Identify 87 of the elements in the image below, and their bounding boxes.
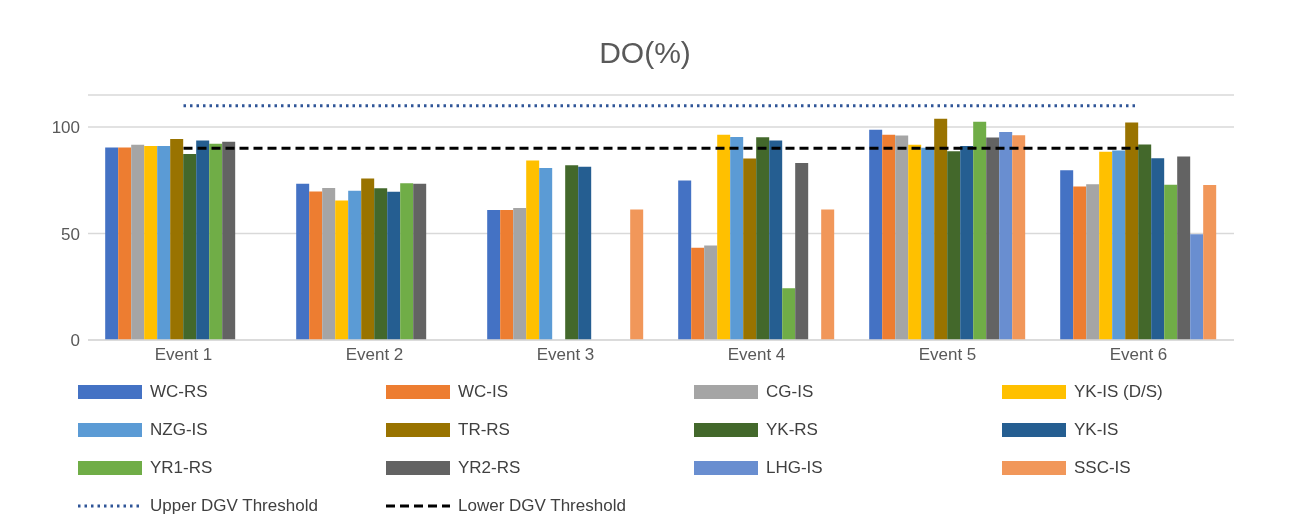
bar (170, 138, 184, 340)
x-tick-label: Event 6 (1109, 345, 1168, 365)
bar (960, 145, 974, 340)
bar (921, 147, 935, 340)
bar (196, 140, 210, 340)
bar (947, 151, 961, 340)
y-tick-label: 50 (61, 224, 80, 244)
bar (500, 210, 514, 340)
bar (387, 191, 401, 340)
y-tick-label: 100 (51, 117, 80, 137)
legend-label: WC-RS (150, 382, 208, 402)
bar (986, 137, 1000, 340)
bar (869, 129, 883, 340)
bar (1099, 151, 1113, 340)
bar (730, 136, 744, 340)
x-tick-label: Event 5 (918, 345, 977, 365)
legend-label: CG-IS (766, 382, 814, 402)
bar (539, 168, 553, 340)
bar (1138, 144, 1152, 340)
bar (973, 121, 987, 340)
bar (630, 209, 644, 340)
bar (678, 180, 692, 340)
legend-label: YK-IS (1074, 420, 1119, 440)
bar (895, 135, 909, 340)
legend-label: Upper DGV Threshold (150, 496, 318, 516)
bar (782, 288, 796, 340)
bar (1190, 234, 1204, 340)
bar (322, 188, 336, 340)
legend-label: YR1-RS (150, 458, 213, 478)
bar (222, 141, 236, 340)
bar (999, 132, 1013, 340)
bar (769, 140, 783, 340)
bar (1125, 122, 1139, 340)
bar (309, 191, 323, 340)
legend-label: NZG-IS (150, 420, 208, 440)
bar (1164, 184, 1178, 340)
bar (795, 162, 809, 340)
bar (934, 118, 948, 340)
legend-label: SSC-IS (1074, 458, 1131, 478)
bar (1060, 170, 1074, 340)
legend-label: Lower DGV Threshold (458, 496, 626, 516)
bar (756, 137, 770, 340)
chart-title: DO(%) (598, 36, 692, 70)
bar (131, 144, 145, 340)
y-tick-label: 0 (70, 331, 80, 351)
bar (1203, 184, 1217, 340)
bar (118, 147, 132, 340)
legend-label: WC-IS (458, 382, 509, 402)
bar (361, 178, 375, 340)
bar (908, 144, 922, 340)
bar (691, 247, 705, 340)
bar (526, 160, 540, 340)
legend-label: YK-IS (D/S) (1074, 382, 1163, 402)
bar (1151, 158, 1165, 340)
bar (743, 158, 757, 340)
bar (717, 134, 731, 340)
bar (144, 145, 158, 340)
bar (400, 183, 414, 340)
bar (183, 154, 197, 340)
bar (578, 166, 592, 340)
bar (1177, 156, 1191, 340)
bar (487, 210, 501, 340)
bar (882, 134, 896, 340)
x-tick-label: Event 2 (345, 345, 404, 365)
bar (348, 190, 362, 340)
bar (565, 165, 579, 340)
bar (105, 147, 119, 340)
bar (209, 143, 223, 340)
bar (1112, 150, 1126, 340)
x-tick-label: Event 3 (536, 345, 595, 365)
bar (704, 245, 718, 340)
bar (296, 183, 310, 340)
legend-label: LHG-IS (766, 458, 823, 478)
bar (374, 188, 388, 340)
bar (413, 183, 427, 340)
bar (1012, 135, 1026, 340)
legend-label: YK-RS (766, 420, 818, 440)
bar (157, 145, 171, 340)
bar (1073, 186, 1087, 340)
legend-label: TR-RS (458, 420, 510, 440)
legend-label: YR2-RS (458, 458, 521, 478)
bar (821, 209, 835, 340)
x-tick-label: Event 1 (154, 345, 213, 365)
bar (1086, 184, 1100, 340)
bar (335, 200, 349, 340)
x-tick-label: Event 4 (727, 345, 786, 365)
bar (513, 207, 527, 340)
